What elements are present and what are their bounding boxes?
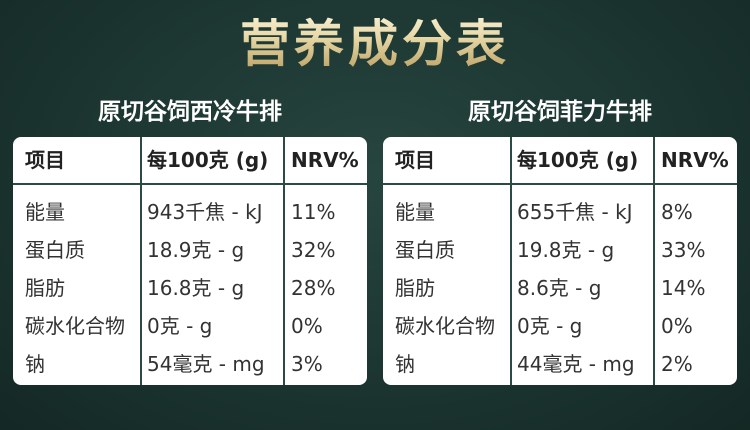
table-cell: 0% (291, 314, 323, 338)
table-cell: 0% (661, 314, 693, 338)
table-cell: 3% (291, 352, 323, 376)
table-cell: 碳水化合物 (25, 314, 125, 338)
table-cell: 蛋白质 (395, 238, 455, 262)
table-title: 原切谷饲西冷牛排 (98, 98, 282, 125)
table-cell: 943千焦 - kJ (147, 200, 263, 224)
table-cell: 钠 (25, 352, 45, 376)
table-panel: 原切谷饲西冷牛排项目 每100克 (g) NRV% 能量 943千焦 - kJ 11% 蛋白… (13, 92, 367, 385)
table-cell: 11% (291, 200, 336, 224)
table-cell: 19.8克 - g (517, 238, 615, 262)
table-cell: 2% (661, 352, 693, 376)
table-cell: 能量 (395, 200, 435, 224)
column-divider (653, 137, 655, 385)
header-row (383, 137, 737, 185)
table-panel: 原切谷饲菲力牛排项目 每100克 (g) NRV% 能量 655千焦 - kJ 8% 蛋白质… (383, 92, 737, 385)
table-cell: 8.6克 - g (517, 276, 602, 300)
table-cell: 8% (661, 200, 693, 224)
column-divider (140, 137, 142, 385)
table-cell: 碳水化合物 (395, 314, 495, 338)
table-cell: 44毫克 - mg (517, 352, 635, 376)
table-cell: 脂肪 (395, 276, 435, 300)
table-cell: 16.8克 - g (147, 276, 245, 300)
header-cell: 项目 (395, 148, 435, 172)
table-cell: 钠 (395, 352, 415, 376)
table-cell: 18.9克 - g (147, 238, 245, 262)
header-cell: 项目 (25, 148, 65, 172)
table-cell: 蛋白质 (25, 238, 85, 262)
table-cell: 0克 - g (147, 314, 213, 338)
header-row (13, 137, 367, 185)
table-cell: 能量 (25, 200, 65, 224)
table-title: 原切谷饲菲力牛排 (468, 98, 652, 125)
column-divider (283, 137, 285, 385)
table-cell: 0克 - g (517, 314, 583, 338)
column-divider (510, 137, 512, 385)
header-cell: 每100克 (g) (517, 148, 639, 172)
nutrition-table: 项目 每100克 (g) NRV% 能量 655千焦 - kJ 8% 蛋白质 19.8克 - … (383, 137, 737, 385)
header-cell: NRV% (661, 148, 729, 172)
page-title: 营养成分表 (0, 4, 750, 76)
table-cell: 脂肪 (25, 276, 65, 300)
header-cell: NRV% (291, 148, 359, 172)
table-cell: 33% (661, 238, 706, 262)
table-cell: 54毫克 - mg (147, 352, 265, 376)
table-cell: 28% (291, 276, 336, 300)
header-cell: 每100克 (g) (147, 148, 269, 172)
table-cell: 32% (291, 238, 336, 262)
table-cell: 14% (661, 276, 706, 300)
nutrition-table: 项目 每100克 (g) NRV% 能量 943千焦 - kJ 11% 蛋白质 18.9克 -… (13, 137, 367, 385)
table-cell: 655千焦 - kJ (517, 200, 633, 224)
